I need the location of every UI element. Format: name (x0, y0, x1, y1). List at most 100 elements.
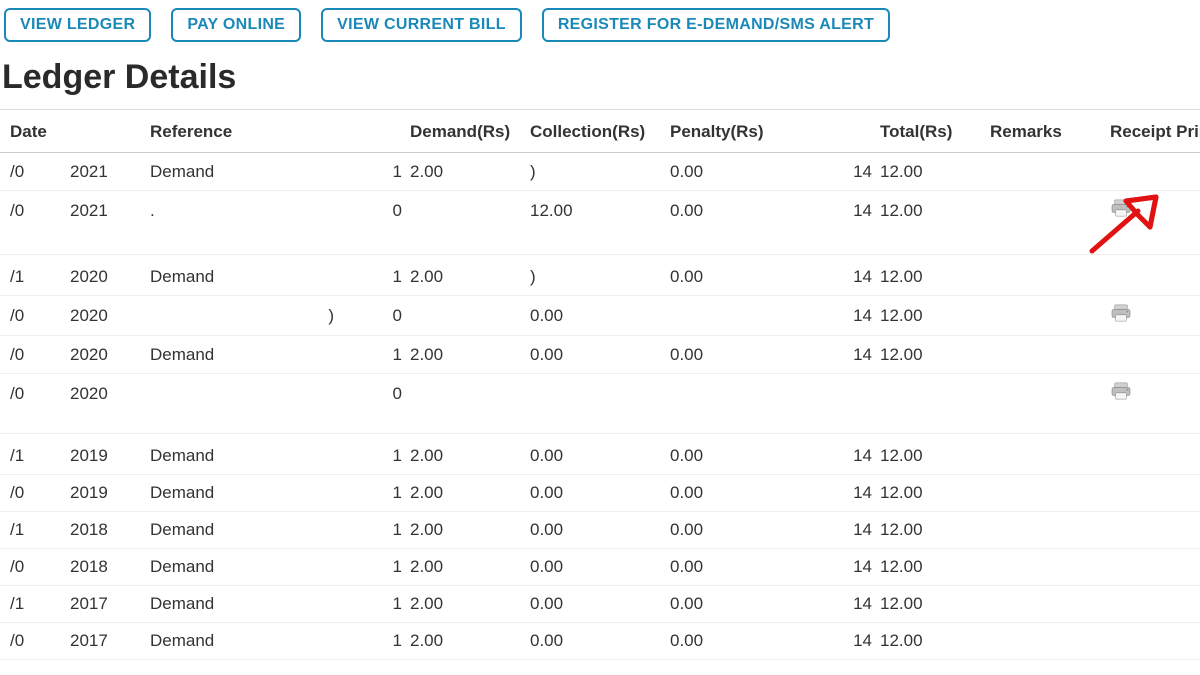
cell-d1: /1 (6, 592, 66, 616)
cell-d1: /0 (6, 555, 66, 579)
cell-ref: Demand (146, 592, 346, 616)
cell-demand (406, 392, 526, 396)
cell-d2: 2019 (66, 444, 146, 468)
cell-n1: 0 (346, 382, 406, 406)
cell-n1: 1 (346, 518, 406, 542)
cell-receipt-print[interactable] (1106, 197, 1200, 224)
header-reference: Reference (146, 120, 346, 144)
header-demand: Demand(Rs) (406, 120, 526, 144)
cell-t1: 14 (816, 160, 876, 184)
table-row: /12020Demand12.00)0.001412.00 (0, 255, 1200, 296)
cell-total: 12.00 (876, 518, 986, 542)
cell-receipt-print (1106, 275, 1200, 279)
table-row: /02020)00.001412.00 (0, 296, 1200, 336)
cell-t1: 14 (816, 481, 876, 505)
cell-total: 12.00 (876, 160, 986, 184)
register-alert-button[interactable]: REGISTER FOR E-DEMAND/SMS ALERT (542, 8, 890, 42)
cell-demand: 2.00 (406, 265, 526, 289)
printer-icon[interactable] (1110, 304, 1130, 320)
view-ledger-button[interactable]: VIEW LEDGER (4, 8, 151, 42)
cell-demand: 2.00 (406, 592, 526, 616)
cell-d1: /0 (6, 160, 66, 184)
cell-t1: 14 (816, 555, 876, 579)
cell-remarks (986, 528, 1106, 532)
table-row: /12019Demand12.000.000.001412.00 (0, 434, 1200, 475)
cell-t1: 14 (816, 304, 876, 328)
cell-t1: 14 (816, 444, 876, 468)
cell-penalty: 0.00 (666, 265, 816, 289)
cell-collection (526, 392, 666, 396)
printer-icon[interactable] (1110, 199, 1130, 215)
cell-remarks (986, 353, 1106, 357)
cell-d2: 2020 (66, 265, 146, 289)
cell-remarks (986, 454, 1106, 458)
cell-n1: 0 (346, 304, 406, 328)
cell-remarks (986, 170, 1106, 174)
cell-d2: 2021 (66, 160, 146, 184)
cell-d1: /0 (6, 199, 66, 223)
cell-d2: 2021 (66, 199, 146, 223)
cell-collection: 12.00 (526, 199, 666, 223)
table-row: /02017Demand12.000.000.001412.00 (0, 623, 1200, 660)
cell-t1: 14 (816, 629, 876, 653)
cell-collection: 0.00 (526, 555, 666, 579)
cell-demand: 2.00 (406, 481, 526, 505)
cell-d1: /0 (6, 382, 66, 406)
header-date-spacer (66, 130, 146, 134)
cell-total: 12.00 (876, 343, 986, 367)
cell-receipt-print (1106, 353, 1200, 357)
header-collection: Collection(Rs) (526, 120, 666, 144)
view-current-bill-button[interactable]: VIEW CURRENT BILL (321, 8, 522, 42)
cell-n1: 1 (346, 481, 406, 505)
cell-d1: /0 (6, 304, 66, 328)
cell-penalty: 0.00 (666, 444, 816, 468)
cell-n1: 1 (346, 343, 406, 367)
cell-t1 (816, 392, 876, 396)
cell-n1: 1 (346, 265, 406, 289)
cell-penalty: 0.00 (666, 629, 816, 653)
cell-penalty (666, 314, 816, 318)
cell-receipt-print[interactable] (1106, 380, 1200, 407)
pay-online-button[interactable]: PAY ONLINE (171, 8, 301, 42)
header-total: Total(Rs) (876, 120, 986, 144)
cell-ref: Demand (146, 343, 346, 367)
cell-collection: 0.00 (526, 304, 666, 328)
header-t1-spacer (816, 130, 876, 134)
cell-penalty: 0.00 (666, 518, 816, 542)
ledger-table: Date Reference Demand(Rs) Collection(Rs)… (0, 109, 1200, 660)
cell-penalty: 0.00 (666, 555, 816, 579)
header-penalty: Penalty(Rs) (666, 120, 816, 144)
cell-total: 12.00 (876, 481, 986, 505)
printer-icon[interactable] (1110, 382, 1130, 398)
cell-demand: 2.00 (406, 160, 526, 184)
cell-d2: 2020 (66, 343, 146, 367)
cell-penalty: 0.00 (666, 199, 816, 223)
cell-n1: 0 (346, 199, 406, 223)
cell-d1: /0 (6, 343, 66, 367)
cell-t1: 14 (816, 518, 876, 542)
cell-total: 12.00 (876, 304, 986, 328)
cell-d1: /0 (6, 629, 66, 653)
table-row: /02019Demand12.000.000.001412.00 (0, 475, 1200, 512)
cell-demand (406, 314, 526, 318)
cell-d2: 2019 (66, 481, 146, 505)
cell-ref: Demand (146, 444, 346, 468)
cell-remarks (986, 565, 1106, 569)
cell-receipt-print[interactable] (1106, 302, 1200, 329)
cell-remarks (986, 275, 1106, 279)
cell-n1: 1 (346, 444, 406, 468)
cell-penalty: 0.00 (666, 592, 816, 616)
cell-d2: 2017 (66, 592, 146, 616)
cell-t1: 14 (816, 199, 876, 223)
table-body: /02021Demand12.00)0.001412.00/02021.012.… (0, 153, 1200, 660)
cell-penalty (666, 392, 816, 396)
table-row: /02020Demand12.000.000.001412.00 (0, 336, 1200, 374)
cell-ref: Demand (146, 481, 346, 505)
cell-d1: /0 (6, 481, 66, 505)
cell-total: 12.00 (876, 629, 986, 653)
cell-collection: 0.00 (526, 518, 666, 542)
cell-ref (146, 392, 346, 396)
table-row: /12017Demand12.000.000.001412.00 (0, 586, 1200, 623)
table-row: /12018Demand12.000.000.001412.00 (0, 512, 1200, 549)
cell-ref: Demand (146, 265, 346, 289)
